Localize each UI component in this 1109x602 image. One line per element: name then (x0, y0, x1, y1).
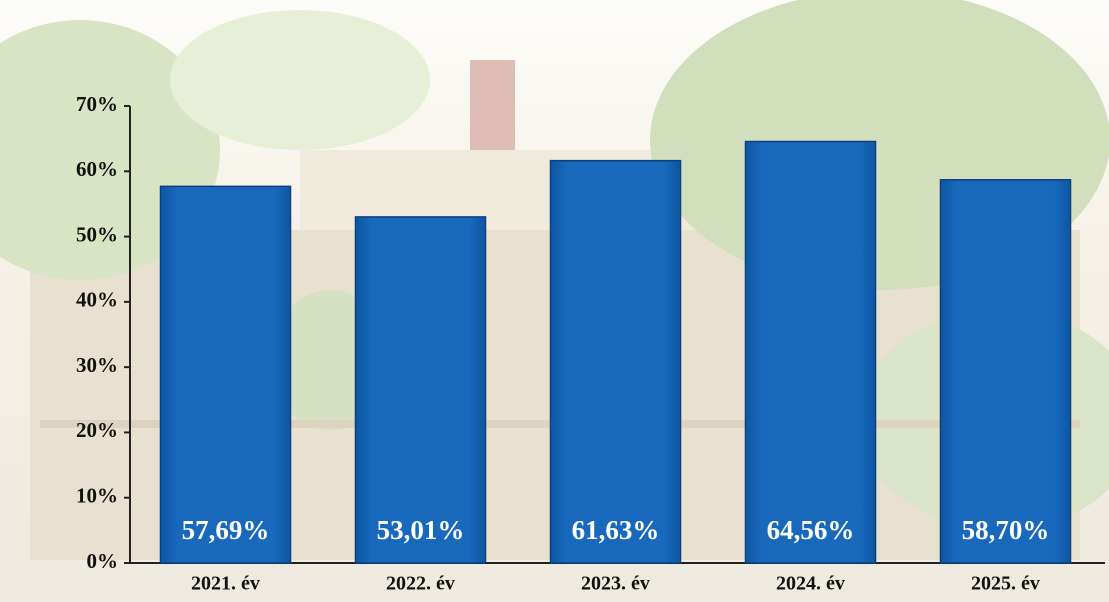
value-label: 58,70% (962, 515, 1050, 545)
y-tick-label: 70% (76, 92, 118, 116)
bar-shade (161, 187, 290, 563)
x-tick-label: 2021. év (191, 573, 260, 595)
bar-shade (356, 217, 485, 563)
bar-shade (941, 180, 1070, 562)
bar-shade (551, 161, 680, 562)
y-tick-label: 50% (76, 222, 118, 246)
y-tick-label: 40% (76, 288, 118, 312)
x-tick-label: 2022. év (386, 573, 455, 595)
y-tick-label: 60% (76, 157, 118, 181)
value-label: 53,01% (377, 515, 465, 545)
x-tick-label: 2023. év (581, 573, 650, 595)
value-label: 61,63% (572, 515, 660, 545)
y-tick-label: 10% (76, 484, 118, 508)
y-tick-label: 0% (87, 549, 119, 573)
y-tick-label: 30% (76, 353, 118, 377)
value-label: 57,69% (182, 515, 270, 545)
y-tick-label: 20% (76, 418, 118, 442)
x-tick-label: 2024. év (776, 573, 845, 595)
x-tick-label: 2025. év (971, 573, 1040, 595)
bar-shade (746, 142, 875, 562)
value-label: 64,56% (767, 515, 855, 545)
